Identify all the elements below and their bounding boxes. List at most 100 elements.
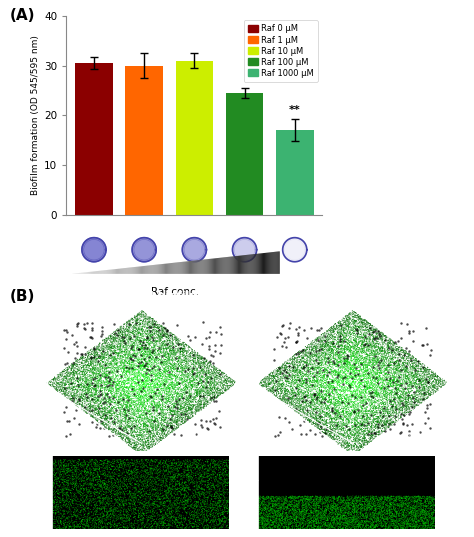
Point — [372, 417, 379, 426]
Point — [183, 521, 191, 529]
Point — [366, 320, 374, 328]
Point — [153, 420, 161, 429]
Point — [385, 369, 392, 378]
Point — [219, 485, 227, 494]
Point — [378, 354, 385, 362]
Point — [150, 512, 157, 520]
Point — [217, 423, 224, 431]
Point — [303, 496, 310, 504]
Point — [284, 517, 292, 526]
Point — [273, 514, 281, 523]
Point — [357, 354, 365, 363]
Point — [143, 482, 150, 491]
Point — [151, 497, 158, 506]
Point — [299, 353, 306, 362]
Point — [348, 379, 356, 387]
Point — [313, 410, 321, 418]
Point — [146, 489, 154, 497]
Point — [344, 519, 351, 527]
Point — [312, 355, 319, 364]
Point — [216, 503, 224, 512]
Point — [416, 387, 423, 396]
Point — [336, 373, 344, 381]
Point — [212, 463, 219, 471]
Point — [307, 398, 314, 407]
Point — [395, 519, 402, 528]
Point — [81, 382, 88, 391]
Point — [353, 523, 361, 532]
Point — [190, 360, 198, 368]
Point — [162, 507, 170, 516]
Point — [119, 378, 127, 386]
Point — [286, 365, 293, 374]
Point — [334, 397, 342, 406]
Point — [74, 457, 82, 466]
Point — [180, 358, 188, 367]
Point — [187, 380, 195, 389]
Point — [199, 499, 207, 508]
Point — [183, 351, 191, 360]
Point — [309, 492, 316, 501]
Point — [302, 516, 310, 524]
Point — [339, 336, 347, 345]
Point — [270, 517, 278, 525]
Point — [95, 353, 102, 361]
Point — [140, 423, 147, 431]
Point — [283, 396, 291, 404]
Point — [374, 366, 381, 374]
Point — [176, 514, 183, 523]
Point — [162, 394, 170, 403]
Point — [319, 379, 327, 388]
Point — [347, 429, 355, 438]
Point — [174, 380, 182, 388]
Point — [125, 515, 132, 524]
Point — [102, 391, 109, 400]
Point — [375, 429, 383, 437]
Point — [406, 509, 413, 518]
Point — [137, 435, 145, 444]
Point — [141, 479, 148, 488]
Point — [260, 506, 267, 514]
Point — [154, 436, 161, 445]
Point — [408, 402, 415, 411]
Point — [410, 372, 418, 381]
Point — [147, 422, 155, 430]
Point — [283, 512, 290, 520]
Point — [395, 512, 402, 521]
Point — [173, 352, 181, 361]
Point — [396, 499, 403, 508]
Point — [288, 367, 296, 375]
Point — [344, 352, 351, 360]
Point — [157, 396, 165, 405]
Point — [288, 499, 295, 507]
Point — [105, 345, 112, 353]
Point — [91, 398, 98, 407]
Point — [277, 364, 284, 372]
Point — [425, 368, 433, 376]
Point — [300, 372, 308, 380]
Point — [84, 467, 92, 476]
Point — [374, 344, 382, 352]
Point — [341, 388, 348, 396]
Point — [348, 501, 356, 510]
Point — [337, 338, 345, 347]
Point — [403, 495, 410, 504]
Point — [259, 516, 267, 524]
Point — [368, 395, 375, 403]
Point — [348, 410, 356, 418]
Point — [408, 387, 416, 395]
Point — [153, 404, 161, 412]
Point — [378, 405, 386, 413]
Point — [324, 409, 332, 418]
Point — [374, 328, 382, 336]
Point — [294, 511, 301, 519]
Point — [168, 483, 176, 491]
Point — [100, 458, 108, 467]
Point — [264, 494, 272, 503]
Point — [332, 387, 339, 395]
Point — [422, 509, 429, 517]
Point — [133, 385, 141, 394]
Point — [198, 517, 205, 525]
Point — [339, 514, 347, 523]
Point — [419, 508, 427, 517]
